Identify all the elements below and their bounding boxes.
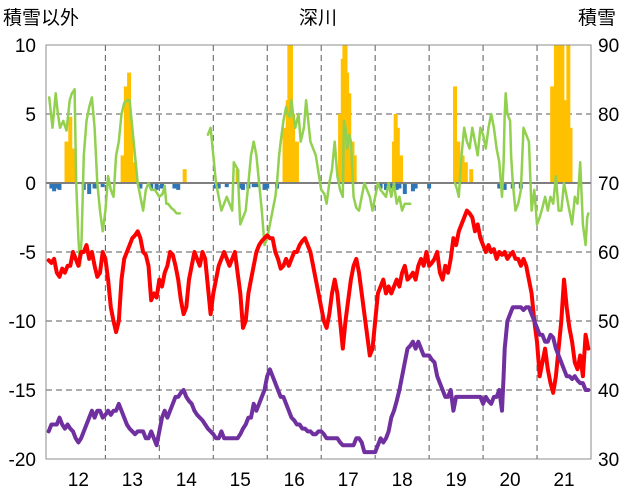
right-tick-label: 30 — [598, 450, 619, 471]
right-tick-label: 90 — [598, 36, 619, 57]
right-axis-ticks: 90 80 70 60 50 40 30 — [598, 36, 619, 471]
negative-bar — [154, 183, 159, 190]
positive-bar — [463, 162, 468, 183]
x-tick-label: 15 — [230, 470, 251, 491]
left-tick-label: 0 — [25, 174, 36, 195]
positive-bar — [560, 45, 565, 183]
x-tick-label: 21 — [553, 470, 574, 491]
negative-bar — [262, 183, 267, 190]
negative-bar — [413, 183, 418, 189]
negative-bar — [383, 183, 388, 190]
left-tick-label: -15 — [9, 381, 36, 402]
positive-bar — [550, 86, 555, 183]
positive-bar — [399, 155, 404, 183]
negative-bar — [240, 183, 245, 190]
left-tick-label: 10 — [15, 36, 36, 57]
left-tick-label: -20 — [9, 450, 36, 471]
negative-bar — [497, 183, 502, 189]
negative-bar — [52, 183, 57, 192]
negative-bar — [87, 183, 92, 195]
right-tick-label: 60 — [598, 243, 619, 264]
left-tick-label: -5 — [19, 243, 36, 264]
negative-bar — [172, 183, 177, 189]
negative-bar — [100, 183, 105, 188]
positive-bar — [129, 127, 134, 183]
x-tick-label: 13 — [122, 470, 143, 491]
left-axis-ticks: 10 5 0 -5 -10 -15 -20 — [9, 36, 36, 471]
negative-bar — [224, 183, 229, 188]
negative-bar — [49, 183, 54, 189]
positive-bar — [453, 86, 458, 183]
right-axis-title: 積雪 — [578, 7, 616, 29]
negative-bar — [397, 183, 402, 189]
green-line-series — [47, 87, 590, 268]
x-tick-label: 16 — [284, 470, 305, 491]
positive-bar — [338, 114, 343, 183]
negative-bar — [378, 183, 383, 189]
positive-bar — [123, 86, 128, 183]
negative-bar — [427, 183, 432, 189]
left-axis-title: 積雪以外 — [3, 7, 79, 29]
left-tick-label: 5 — [25, 105, 36, 126]
right-tick-label: 70 — [598, 174, 619, 195]
negative-bar — [149, 183, 154, 189]
x-axis-ticks: 12 13 14 15 16 17 18 19 20 21 — [68, 470, 575, 491]
x-tick-label: 14 — [176, 470, 198, 491]
left-tick-label: -10 — [9, 312, 36, 333]
negative-bar — [216, 183, 221, 189]
positive-bar — [460, 155, 465, 183]
positive-bar — [64, 141, 69, 183]
positive-bar — [294, 141, 299, 183]
x-tick-label: 20 — [499, 470, 520, 491]
x-tick-label: 18 — [392, 470, 413, 491]
negative-bar — [394, 183, 399, 190]
negative-bar — [251, 183, 256, 188]
positive-bar — [127, 72, 132, 183]
positive-bar — [393, 114, 398, 183]
negative-bar — [57, 183, 62, 190]
positive-bar — [182, 169, 187, 183]
x-tick-label: 12 — [68, 470, 89, 491]
negative-bar — [254, 183, 259, 188]
negative-bar — [402, 183, 407, 195]
positive-bar — [133, 162, 138, 183]
positive-bar — [120, 155, 125, 183]
negative-bar — [238, 183, 243, 189]
negative-bar — [160, 183, 165, 189]
negative-bar — [138, 183, 143, 189]
plot-frame — [45, 44, 592, 460]
negative-bar — [502, 183, 507, 190]
positive-bar — [282, 127, 287, 183]
purple-line-series — [46, 305, 591, 455]
x-tick-label: 17 — [338, 470, 359, 491]
negative-bar — [389, 183, 394, 189]
positive-bar — [345, 72, 350, 183]
right-tick-label: 50 — [598, 312, 619, 333]
positive-bar — [566, 45, 571, 183]
positive-bar — [395, 127, 400, 183]
right-tick-label: 40 — [598, 381, 619, 402]
positive-bar — [469, 169, 474, 183]
positive-bar — [563, 100, 568, 183]
red-line-series — [46, 208, 591, 395]
positive-bar — [352, 155, 357, 183]
chart-title: 深川 — [299, 7, 337, 29]
negative-bar — [54, 183, 59, 189]
x-tick-label: 19 — [446, 470, 467, 491]
positive-bar — [568, 127, 573, 183]
positive-bar — [558, 45, 563, 183]
positive-bar — [72, 148, 77, 183]
positive-bar — [456, 141, 461, 183]
negative-bar — [265, 183, 270, 189]
positive-bar — [291, 114, 296, 183]
positive-bar — [68, 116, 73, 183]
negative-bar — [92, 183, 97, 189]
negative-bar — [410, 183, 415, 192]
right-tick-label: 80 — [598, 105, 619, 126]
lines — [46, 87, 591, 455]
negative-bar — [176, 183, 181, 190]
